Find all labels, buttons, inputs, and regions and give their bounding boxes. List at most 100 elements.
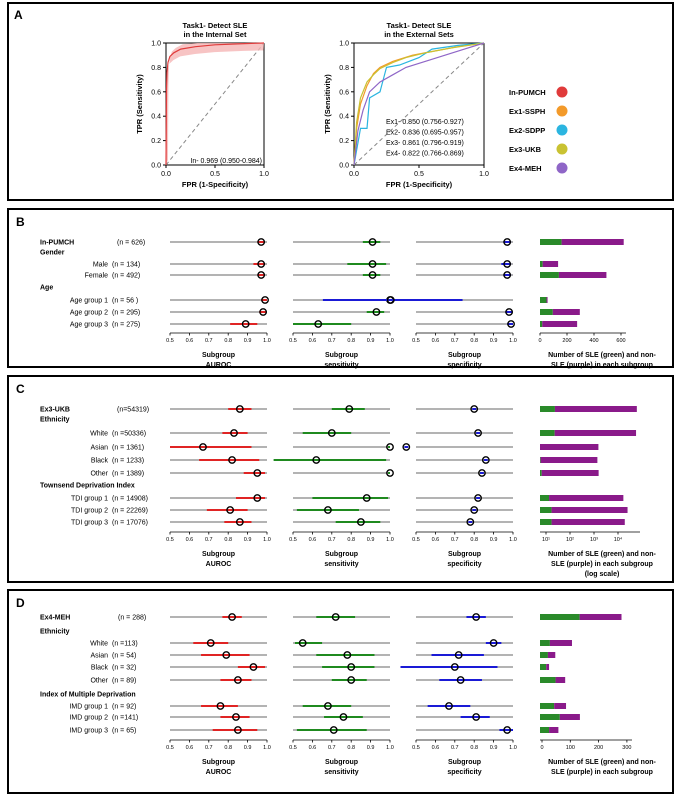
forest-tick-label: 1.0 bbox=[386, 537, 394, 543]
subgroup-n: (n = 14908) bbox=[112, 496, 148, 503]
subgroup-label: Black bbox=[91, 458, 109, 465]
bar-sle bbox=[540, 261, 543, 267]
bar-tick-label: 100 bbox=[566, 745, 575, 751]
forest-tick-label: 0.8 bbox=[224, 745, 232, 751]
y-tick-label: 0.2 bbox=[151, 138, 161, 145]
panel-d: D Ex4-MEH (n = 288) Ethnicity White (n =113) A… bbox=[7, 589, 674, 794]
subgroup-n: (n = 56 ) bbox=[112, 298, 138, 305]
y-tick-label: 0.2 bbox=[339, 138, 349, 145]
forest-xlabel: Subgroup bbox=[448, 551, 481, 558]
panel-b: B In-PUMCH (n = 626) Gender Male (n = 134) Fem… bbox=[7, 208, 674, 369]
spec-point bbox=[470, 405, 479, 413]
sens-point bbox=[386, 443, 394, 451]
subgroup-n: (n = 54) bbox=[112, 653, 136, 660]
forest-tick-label: 0.7 bbox=[451, 537, 459, 543]
forest-xlabel: AUROC bbox=[206, 769, 232, 776]
sens-point bbox=[339, 713, 348, 721]
subgroup-n: (n = 275) bbox=[112, 322, 140, 329]
bar-sle bbox=[540, 727, 550, 733]
panel-a-frame bbox=[7, 2, 674, 201]
bar-tick-label: 300 bbox=[622, 745, 631, 751]
roc-curve-Ex4-MEH bbox=[353, 42, 485, 166]
sens-point bbox=[298, 639, 307, 647]
bar-tick-label: 10³ bbox=[590, 537, 598, 543]
y-tick-label: 0.0 bbox=[339, 163, 349, 170]
x-tick-label: 0.5 bbox=[414, 171, 424, 178]
bar-nonsle bbox=[549, 495, 624, 501]
sens-point bbox=[327, 429, 336, 437]
legend-label: Ex3-UKB bbox=[509, 145, 542, 154]
bar-sle bbox=[540, 239, 562, 245]
subgroup-n: (n = 1361) bbox=[112, 445, 144, 452]
forest-tick-label: 0.9 bbox=[490, 537, 498, 543]
subgroup-label: IMD group 3 bbox=[69, 728, 108, 735]
forest-tick-label: 0.8 bbox=[470, 537, 478, 543]
bar-sle bbox=[540, 321, 543, 327]
auroc-point bbox=[199, 443, 207, 451]
sens-point bbox=[312, 456, 321, 464]
cohort-label: In-PUMCH bbox=[40, 240, 74, 247]
forest-tick-label: 0.6 bbox=[309, 338, 317, 344]
subgroup-n: (n = 1389) bbox=[112, 471, 144, 478]
spec-point bbox=[474, 494, 482, 502]
sens-point bbox=[372, 308, 381, 316]
forest-tick-label: 0.8 bbox=[347, 537, 355, 543]
forest-tick-label: 0.7 bbox=[205, 745, 213, 751]
subgroup-label: IMD group 1 bbox=[69, 704, 108, 711]
bar-tick-label: 10¹ bbox=[542, 537, 550, 543]
forest-tick-label: 0.9 bbox=[490, 745, 498, 751]
forest-tick-label: 0.7 bbox=[205, 338, 213, 344]
subgroup-n: (n =141) bbox=[112, 715, 138, 722]
roc-internal: 0.0 0.2 0.4 0.6 0.8 1.0 0.0 0.5 1.0 Task1- Detect… bbox=[135, 21, 269, 189]
sens-point bbox=[314, 320, 323, 328]
subgroup-n: (n = 22269) bbox=[112, 508, 148, 515]
bar-sle bbox=[540, 470, 542, 476]
bar-nonsle bbox=[546, 297, 548, 303]
forest-tick-label: 0.8 bbox=[347, 338, 355, 344]
subgroup-label: Black bbox=[91, 665, 109, 672]
roc-curve-Ex3-UKB bbox=[353, 42, 485, 166]
bar-sle bbox=[540, 652, 548, 658]
bar-nonsle bbox=[561, 239, 624, 245]
forest-tick-label: 0.5 bbox=[412, 537, 420, 543]
bar-tick-label: 400 bbox=[589, 338, 598, 344]
forest-tick-label: 0.5 bbox=[289, 745, 297, 751]
subgroup-n: (n =113) bbox=[112, 641, 138, 648]
subgroup-n: (n = 17076) bbox=[112, 520, 148, 527]
sens-point bbox=[368, 271, 377, 279]
y-tick-label: 0.4 bbox=[151, 114, 161, 121]
spec-point bbox=[450, 663, 459, 671]
legend-swatch bbox=[556, 105, 568, 117]
x-axis-label: FPR (1-Specificity) bbox=[386, 180, 453, 189]
y-axis-label: TPR (Sensitivity) bbox=[135, 74, 144, 134]
spec-point bbox=[454, 651, 463, 659]
sens-point bbox=[331, 613, 340, 621]
bar-sle bbox=[540, 272, 559, 278]
panel-letter: D bbox=[16, 596, 25, 610]
forest-tick-label: 0.6 bbox=[186, 745, 194, 751]
spec-point bbox=[456, 676, 465, 684]
bar-nonsle bbox=[558, 272, 607, 278]
sens-point bbox=[368, 260, 377, 268]
subgroup-label: Age group 2 bbox=[70, 310, 108, 317]
panel-frame bbox=[7, 589, 674, 794]
subgroup-n: (n = 134) bbox=[112, 262, 140, 269]
forest-tick-label: 0.5 bbox=[166, 745, 174, 751]
bar-sle bbox=[540, 703, 555, 709]
auroc-point bbox=[257, 260, 266, 268]
x-tick-label: 0.0 bbox=[161, 171, 171, 178]
cohort-n: (n=54319) bbox=[117, 407, 149, 414]
spec-point bbox=[503, 238, 512, 246]
sens-point bbox=[386, 469, 394, 477]
subgroup-n: (n =50336) bbox=[112, 431, 146, 438]
auroc-point bbox=[249, 663, 258, 671]
group-header: Ethnicity bbox=[40, 629, 70, 636]
subgroup-label: IMD group 2 bbox=[69, 715, 108, 722]
forest-tick-label: 0.7 bbox=[328, 745, 336, 751]
spec-point bbox=[470, 506, 479, 514]
forest-tick-label: 0.9 bbox=[244, 537, 252, 543]
bar-xlabel: SLE (purple) in each subgroup bbox=[551, 769, 653, 776]
cohort-n: (n = 288) bbox=[118, 615, 146, 622]
sens-point bbox=[356, 518, 365, 526]
bar-sle bbox=[540, 714, 560, 720]
